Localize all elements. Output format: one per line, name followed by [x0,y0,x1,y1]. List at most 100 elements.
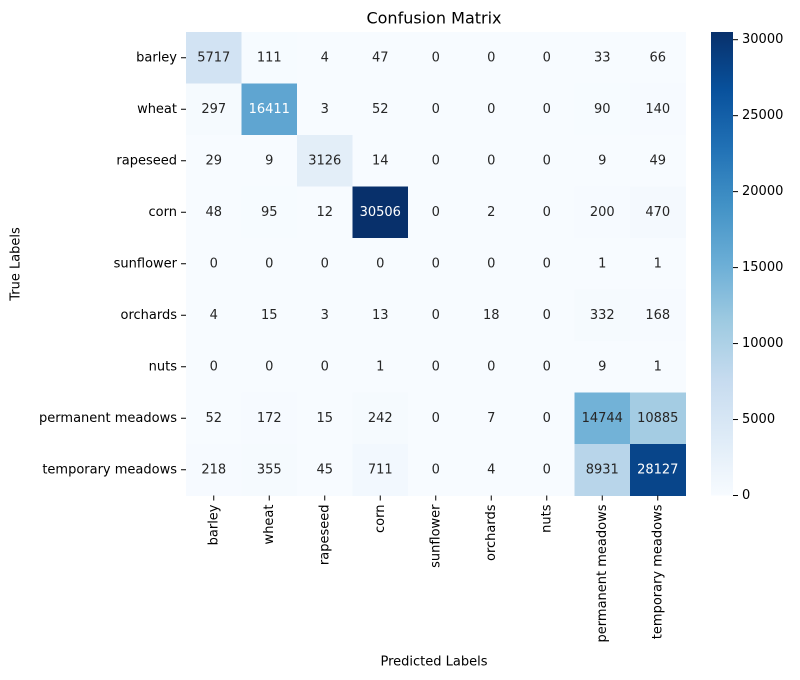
cell-value-label: 49 [649,153,666,168]
heatmap-cell [241,341,298,393]
heatmap-cell [408,341,464,393]
heatmap-cell [519,135,575,187]
heatmap-cell [574,444,631,496]
heatmap-cell [241,186,298,239]
cell-value-label: 200 [590,205,615,220]
heatmap-cell [519,444,575,496]
cell-value-label: 4 [321,50,329,65]
cell-value-label: 7 [487,411,495,426]
cell-value-label: 3126 [308,153,341,168]
heatmap-cell [352,238,409,290]
colorbar: 0 5000 10000 15000 20000 25000 30000 [711,32,783,503]
cell-value-label: 0 [265,256,273,271]
heatmap-cell [574,83,631,136]
heatmap-cell [352,32,409,84]
heatmap-cell [186,341,242,393]
cell-value-label: 711 [368,462,393,477]
heatmap-cell [630,186,686,239]
cell-value-label: 0 [432,153,440,168]
heatmap-cell [408,186,464,239]
cell-value-label: 0 [487,50,495,65]
cell-value-label: 0 [432,205,440,220]
cell-value-label: 10885 [637,411,678,426]
heatmap-cell [297,392,353,445]
cell-value-label: 45 [316,462,333,477]
cell-value-label: 0 [487,153,495,168]
heatmap-cell [463,289,520,342]
x-tick-label: permanent meadows [595,504,610,642]
cell-value-label: 0 [265,359,273,374]
heatmap-cell [630,135,686,187]
heatmap-cell [297,186,353,239]
cell-value-label: 0 [432,308,440,323]
heatmap-cell [630,444,686,496]
cell-value-label: 95 [261,205,278,220]
cell-value-label: 15 [261,308,278,323]
heatmap-cell [297,444,353,496]
cell-value-label: 111 [257,50,282,65]
x-tick-label: corn [373,505,388,533]
cell-value-label: 1 [598,256,606,271]
cell-value-label: 12 [316,205,333,220]
heatmap-cell [574,341,631,393]
heatmap-cell [463,32,520,84]
heatmap-cell [519,289,575,342]
cell-value-label: 0 [321,359,329,374]
y-tick-label: sunflower [114,256,178,271]
heatmap-cells [186,32,686,496]
heatmap-cell [519,238,575,290]
cell-value-label: 28127 [637,462,678,477]
cell-value-label: 4 [210,308,218,323]
cell-value-label: 0 [432,359,440,374]
heatmap-cell [408,392,464,445]
cell-value-label: 172 [257,411,282,426]
heatmap-cell [574,238,631,290]
cell-value-label: 140 [645,102,670,117]
cell-value-label: 0 [543,102,551,117]
heatmap-cell [186,32,242,84]
y-tick-label: orchards [120,308,177,323]
heatmap-cell [408,444,464,496]
x-tick-label: temporary meadows [650,504,665,639]
heatmap-cell [186,186,242,239]
heatmap-cell [297,289,353,342]
heatmap-cell [186,444,242,496]
cell-value-label: 48 [205,205,222,220]
heatmap-cell [352,186,409,239]
cell-value-label: 0 [487,256,495,271]
heatmap-cell [463,444,520,496]
cell-value-label: 8931 [586,462,619,477]
cell-value-label: 18 [483,308,500,323]
heatmap-cell [186,238,242,290]
cell-value-label: 9 [598,359,606,374]
cell-value-label: 66 [649,50,666,65]
heatmap-cell [241,32,298,84]
heatmap-cell [352,83,409,136]
x-tick-label: rapeseed [317,505,332,566]
cell-value-label: 0 [210,256,218,271]
heatmap-cell [630,83,686,136]
cell-value-label: 15 [316,411,333,426]
cell-value-label: 52 [372,102,389,117]
cell-value-label: 0 [487,359,495,374]
cell-value-label: 0 [210,359,218,374]
cell-value-label: 33 [594,50,611,65]
heatmap-cell [574,186,631,239]
heatmap-cell [297,135,353,187]
x-axis-label: Predicted Labels [380,655,487,670]
cell-value-label: 16411 [249,102,290,117]
heatmap-cell [408,32,464,84]
x-tick-label: barley [206,504,221,545]
heatmap-cell [630,289,686,342]
heatmap-cell [241,392,298,445]
y-axis: barley wheat rapeseed corn sunflower orchards… [39,50,186,477]
y-tick-label: wheat [137,102,177,117]
y-axis-label: True Labels [9,227,24,302]
y-tick-label: nuts [149,359,178,374]
heatmap-cell [352,341,409,393]
cell-value-label: 0 [543,308,551,323]
chart-title: Confusion Matrix [366,9,501,28]
cell-value-label: 0 [543,462,551,477]
cell-value-label: 0 [432,411,440,426]
